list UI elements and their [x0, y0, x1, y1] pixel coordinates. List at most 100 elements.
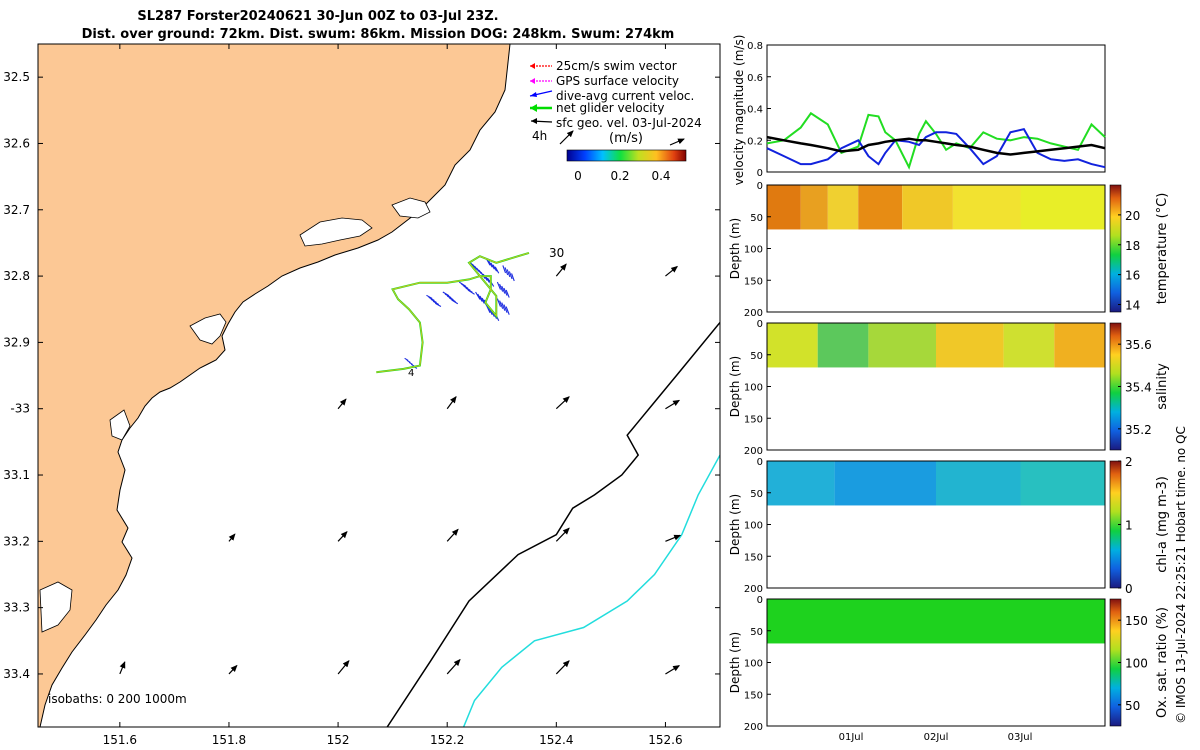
map-x-tick-label: 152.2: [430, 733, 464, 747]
velocity-y-tick-label: 0.4: [747, 105, 763, 116]
dive-current-arrow: [432, 300, 440, 305]
map-x-tick-label: 152: [327, 733, 350, 747]
map-y-tick-label: 33.1: [3, 468, 30, 482]
velocity-ylabel: velocity magnitude (m/s): [732, 35, 746, 186]
dive-current-arrow: [408, 361, 413, 365]
map-colorbar: (m/s) 0 0.2 0.4: [566, 131, 687, 183]
section-data-cell: [1003, 323, 1055, 368]
section-y-tick-label: 0: [757, 595, 763, 606]
dive-current-arrow: [488, 260, 493, 268]
section-data-cell: [827, 185, 859, 230]
map-frame: [37, 43, 721, 728]
section-y-tick-label: 200: [744, 584, 763, 595]
velocity-series-line: [766, 127, 1106, 169]
dive-current-arrow: [499, 300, 504, 309]
velocity-y-tick-label: 0.8: [747, 41, 763, 52]
map-y-tick-label: 32.8: [3, 269, 30, 283]
section-data-cell: [868, 323, 936, 368]
section-y-tick-label: 50: [750, 351, 763, 362]
velocity-y-tick-label: 0.2: [747, 136, 763, 147]
map-y-tick-label: -33: [10, 402, 30, 416]
dive-current-arrow: [503, 287, 508, 296]
geo-vector-arrow: [555, 660, 570, 675]
section-data-cell: [858, 185, 903, 230]
map-y-tick-label: 32.9: [3, 335, 30, 349]
section-y-tick-label: 200: [744, 722, 763, 733]
map-y-tick-label: 32.7: [3, 203, 30, 217]
geo-vector-arrow: [555, 263, 567, 277]
annotation-30: 30: [549, 246, 564, 260]
section-y-tick-label: 150: [744, 276, 763, 287]
figure-title-line2: Dist. over ground: 72km. Dist. swum: 86k…: [82, 27, 675, 42]
dive-current-arrow: [496, 281, 501, 290]
copyright-side-label: © IMOS 13-Jul-2024 22:25:21 Hobart time.…: [1174, 426, 1188, 724]
annotation-4: 4: [408, 368, 414, 379]
section-data-cell: [767, 323, 818, 368]
time-tick-03Jul: 03Jul: [1008, 732, 1033, 743]
isobath-200m: [386, 322, 720, 727]
dive-current-arrow: [508, 271, 513, 280]
geo-vector-arrow: [555, 527, 570, 542]
map-lake-4: [39, 581, 73, 633]
section-ylabel: Depth (m): [728, 632, 742, 693]
legend-gps-velocity: GPS surface velocity: [556, 74, 679, 88]
velocity-series: [766, 111, 1106, 170]
geo-vector-arrow: [665, 665, 681, 675]
section-data-cell: [936, 461, 1021, 506]
map-lake-1: [299, 217, 373, 247]
geo-vector-arrow: [665, 534, 682, 542]
geo-velocity-vectors: [119, 263, 682, 675]
section-y-tick-label: 0: [757, 319, 763, 330]
geo-vector-arrow: [446, 395, 457, 410]
dive-current-arrow: [478, 269, 484, 276]
dive-current-arrow: [442, 291, 450, 297]
section-y-tick-label: 50: [750, 489, 763, 500]
dive-current-arrow: [428, 296, 435, 302]
section-y-tick-label: 50: [750, 627, 763, 638]
section-colorbar: [1109, 184, 1122, 313]
section-ylabel: Depth (m): [728, 218, 742, 279]
figure-title-line1: SL287 Forster20240621 30-Jun 00Z to 03-J…: [137, 9, 498, 24]
map-colorbar-label: (m/s): [609, 131, 643, 146]
dive-current-arrow: [506, 269, 511, 278]
dive-current-arrow: [475, 291, 481, 300]
dive-current-arrow: [444, 293, 452, 299]
section-y-tick-label: 200: [744, 446, 763, 457]
geo-vector-arrow: [337, 531, 348, 542]
map-y-tick-label: 32.6: [3, 136, 30, 150]
geo-vector-arrow: [446, 528, 459, 542]
dive-current-arrow: [502, 265, 507, 274]
dive-current-arrow: [446, 295, 454, 301]
map-colorbar-tick-2: 0.4: [651, 169, 670, 183]
map-lake-3: [189, 313, 227, 345]
velocity-y-tick-label: 0.6: [747, 73, 763, 84]
map-lake-5: [109, 409, 131, 441]
geo-vector-arrow: [337, 660, 350, 675]
section-data-cell: [1054, 323, 1105, 368]
annotation-4h: 4h: [532, 129, 547, 143]
section-temperature: 0 50 100 150 200 Depth (m) 14 16 18 20 temperature…: [728, 181, 1170, 319]
time-tick-01Jul: 01Jul: [839, 732, 864, 743]
map-x-tick-label: 151.6: [103, 733, 137, 747]
section-y-tick-label: 100: [744, 383, 763, 394]
map-colorbar-tick-1: 0.2: [610, 169, 629, 183]
dive-current-arrow: [477, 293, 483, 302]
section-y-tick-label: 150: [744, 552, 763, 563]
map-x-tick-label: 151.8: [212, 733, 246, 747]
geo-vector-arrow: [446, 658, 461, 675]
colorbar-label: temperature (°C): [1155, 193, 1170, 305]
section-oxygen: 0 50 100 150 200 Depth (m) 50 100 150 Ox. sat. ra…: [728, 595, 1170, 733]
velocity-panel: 0 0.2 0.4 0.6 0.8 velocity magnitude (m/s): [732, 35, 1106, 186]
legend-dive-current: dive-avg current veloc.: [556, 89, 694, 103]
dive-current-arrow: [434, 302, 442, 307]
dive-current-arrow: [490, 262, 495, 270]
dive-current-arrow: [467, 289, 475, 295]
colorbar-tick-label: 35.6: [1125, 338, 1152, 352]
geo-vector-arrow: [119, 661, 126, 675]
colorbar-tick-label: 100: [1125, 657, 1148, 671]
map-panel: 151.6 151.8 152 152.2 152.4 152.6 32.532.632.…: [3, 43, 721, 747]
dive-current-arrow: [449, 297, 456, 303]
section-ylabel: Depth (m): [728, 356, 742, 417]
section-data-cell: [902, 185, 953, 230]
